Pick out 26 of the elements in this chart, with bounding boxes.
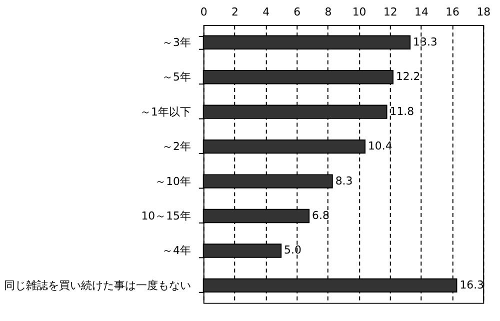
- x-tick-label: 2: [231, 6, 238, 19]
- data-label: 16.3: [460, 278, 484, 292]
- data-label: 12.2: [396, 70, 420, 84]
- data-label: 8.3: [335, 174, 353, 188]
- data-label: 13.3: [413, 35, 438, 48]
- x-tick-label: 0: [200, 6, 208, 19]
- x-tick-label: 4: [262, 6, 270, 19]
- x-tick-label: 12: [383, 6, 398, 19]
- y-tick-label: ～2年: [162, 140, 191, 154]
- x-tick-label: 18: [476, 6, 491, 19]
- y-tick-label: ～1年以下: [140, 105, 191, 118]
- y-tick-label: ～4年: [162, 244, 191, 258]
- data-label: 6.8: [312, 208, 330, 222]
- y-tick-label: 10～15年: [141, 209, 191, 222]
- data-label: 5.0: [284, 244, 302, 257]
- y-tick-label: 同じ雑誌を買い続けた事は一度もない: [4, 278, 191, 292]
- x-tick-label: 14: [414, 6, 428, 19]
- x-tick-label: 16: [446, 6, 460, 19]
- y-tick-label: ～10年: [155, 174, 191, 188]
- data-label: 11.8: [390, 104, 414, 118]
- x-tick-label: 10: [352, 6, 366, 19]
- data-label: 10.4: [368, 140, 392, 153]
- x-tick-label: 6: [294, 6, 301, 19]
- x-tick-label: 8: [324, 6, 332, 19]
- y-tick-label: ～5年: [162, 70, 191, 84]
- y-tick-label: ～3年: [162, 36, 191, 49]
